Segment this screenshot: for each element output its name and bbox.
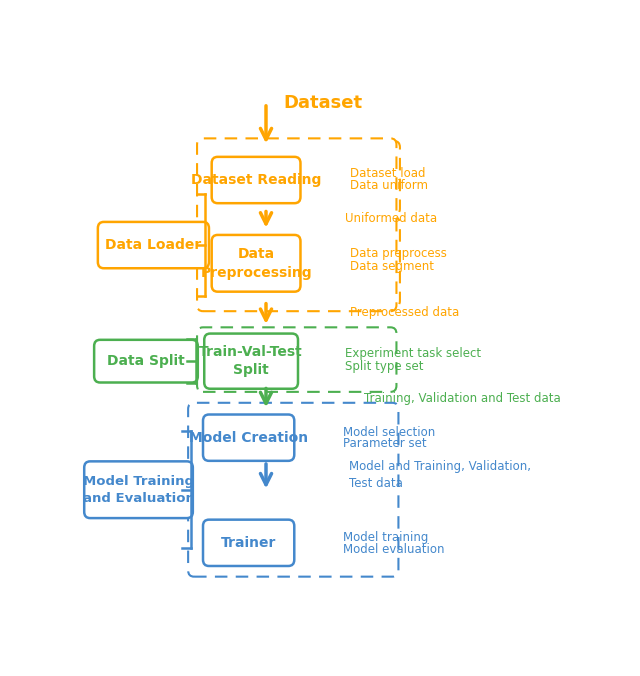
Text: Parameter set: Parameter set <box>343 437 426 450</box>
FancyBboxPatch shape <box>192 513 392 573</box>
FancyBboxPatch shape <box>207 141 400 215</box>
Text: Model selection: Model selection <box>343 426 435 439</box>
Text: Data Loader: Data Loader <box>106 238 202 252</box>
Text: Training, Validation and Test data: Training, Validation and Test data <box>364 392 561 405</box>
FancyBboxPatch shape <box>98 222 209 268</box>
FancyBboxPatch shape <box>203 414 294 461</box>
FancyBboxPatch shape <box>192 408 392 467</box>
Text: Preprocessed data: Preprocessed data <box>350 306 460 318</box>
FancyBboxPatch shape <box>212 157 300 203</box>
Text: Model training: Model training <box>343 531 428 544</box>
Text: Data preprocess: Data preprocess <box>350 247 447 260</box>
Text: Dataset: Dataset <box>284 94 363 112</box>
Text: Data
Preprocessing: Data Preprocessing <box>200 247 312 279</box>
Text: Dataset Reading: Dataset Reading <box>191 173 321 187</box>
Text: Data uniform: Data uniform <box>350 178 428 192</box>
FancyBboxPatch shape <box>207 218 400 307</box>
FancyBboxPatch shape <box>94 340 198 383</box>
Text: Trainer: Trainer <box>221 536 276 550</box>
Text: Model Training
and Evaluation: Model Training and Evaluation <box>83 475 195 505</box>
FancyBboxPatch shape <box>84 461 193 518</box>
FancyBboxPatch shape <box>203 520 294 566</box>
Text: Data Split: Data Split <box>107 354 185 368</box>
Text: Split type set: Split type set <box>346 360 424 373</box>
Text: Train-Val-Test
Split: Train-Val-Test Split <box>199 345 303 377</box>
FancyBboxPatch shape <box>204 333 298 389</box>
Text: Data segment: Data segment <box>350 260 435 274</box>
FancyBboxPatch shape <box>212 235 300 291</box>
Text: Uniformed data: Uniformed data <box>346 212 438 225</box>
Text: Dataset load: Dataset load <box>350 167 426 180</box>
FancyBboxPatch shape <box>197 139 396 311</box>
Text: Model evaluation: Model evaluation <box>343 543 444 556</box>
Text: Model Creation: Model Creation <box>189 431 308 445</box>
FancyBboxPatch shape <box>188 403 399 577</box>
FancyBboxPatch shape <box>197 327 396 392</box>
Text: Experiment task select: Experiment task select <box>346 347 481 360</box>
Text: Model and Training, Validation,
Test data: Model and Training, Validation, Test dat… <box>349 460 531 490</box>
